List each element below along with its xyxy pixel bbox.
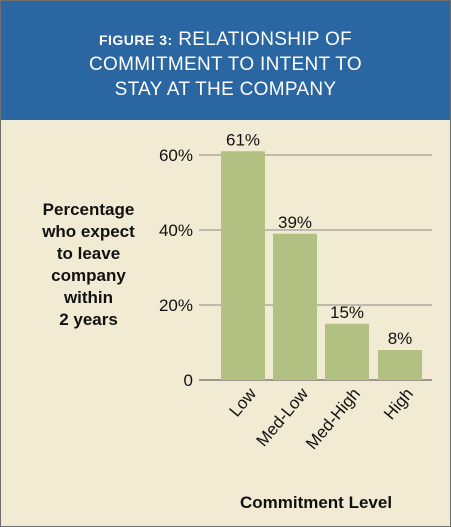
y-axis-label-line: within	[63, 288, 114, 307]
x-tick-label: Med-High	[302, 384, 364, 453]
y-tick-label: 20%	[159, 296, 193, 315]
x-tick-label: Low	[225, 384, 260, 421]
data-label: 39%	[278, 213, 312, 232]
data-label: 8%	[388, 329, 413, 348]
y-axis-label-line: company	[51, 266, 126, 285]
title-line-2: COMMITMENT TO INTENT TO	[89, 54, 362, 75]
title-line-1: RELATIONSHIP OF	[178, 29, 353, 50]
bar	[221, 151, 265, 380]
x-tick-label: High	[380, 384, 417, 423]
y-tick-label: 40%	[159, 221, 193, 240]
data-label: 15%	[330, 303, 364, 322]
title-line-3: STAY AT THE COMPANY	[114, 79, 337, 100]
y-axis-label-line: 2 years	[59, 310, 118, 329]
y-axis-label-line: who expect	[42, 222, 135, 241]
y-tick-label: 0	[184, 371, 193, 390]
x-axis-label: Commitment Level	[239, 493, 393, 512]
y-axis-label-line: Percentage	[42, 200, 135, 219]
bar	[273, 233, 317, 380]
figure-number: FIGURE 3:	[98, 32, 173, 48]
data-label: 61%	[226, 130, 260, 149]
header-line-1: FIGURE 3: RELATIONSHIP OF	[1, 29, 450, 51]
bar	[378, 350, 422, 380]
bar	[325, 323, 369, 380]
y-axis-label-line: to leave	[56, 244, 121, 263]
y-axis-label: Percentage who expect to leave company withi…	[11, 199, 166, 331]
y-tick-label: 60%	[159, 146, 193, 165]
figure-header: FIGURE 3: RELATIONSHIP OF COMMITMENT TO …	[1, 1, 450, 120]
